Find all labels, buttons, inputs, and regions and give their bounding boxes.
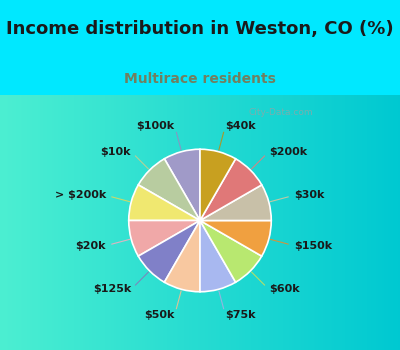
Text: $20k: $20k <box>76 241 106 251</box>
Wedge shape <box>200 159 262 220</box>
Wedge shape <box>200 220 271 256</box>
Wedge shape <box>138 220 200 282</box>
Wedge shape <box>200 220 236 292</box>
Wedge shape <box>138 159 200 220</box>
Wedge shape <box>200 149 236 220</box>
Text: $125k: $125k <box>93 284 131 294</box>
Text: $60k: $60k <box>269 284 300 294</box>
Text: $40k: $40k <box>225 121 256 132</box>
Text: Income distribution in Weston, CO (%): Income distribution in Weston, CO (%) <box>6 20 394 38</box>
Text: $75k: $75k <box>225 309 256 320</box>
Wedge shape <box>200 185 271 220</box>
Wedge shape <box>129 185 200 220</box>
Text: $10k: $10k <box>101 147 131 157</box>
Text: $50k: $50k <box>144 309 175 320</box>
Text: > $200k: > $200k <box>55 190 106 200</box>
Text: $30k: $30k <box>294 190 324 200</box>
Wedge shape <box>129 220 200 256</box>
Wedge shape <box>200 220 262 282</box>
Text: $100k: $100k <box>137 121 175 132</box>
Wedge shape <box>164 220 200 292</box>
Text: City-Data.com: City-Data.com <box>248 108 313 117</box>
Text: $150k: $150k <box>294 241 332 251</box>
Wedge shape <box>164 149 200 220</box>
Text: $200k: $200k <box>269 147 307 157</box>
Text: Multirace residents: Multirace residents <box>124 72 276 86</box>
